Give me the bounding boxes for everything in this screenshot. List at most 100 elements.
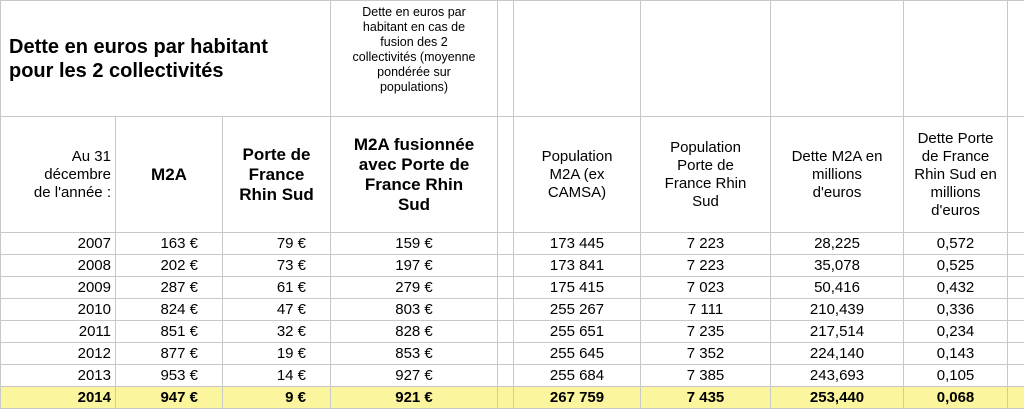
text-line: décembre [5,166,111,184]
text-line: avec Porte de [335,155,493,175]
data-cell: 255 645 [514,343,641,365]
data-cell: 927 € [331,365,498,387]
text-line: Porte de [227,145,326,165]
text-line: pour les 2 collectivités [9,59,326,83]
data-cell: 2014 [1,387,116,409]
data-cell: 224,140 [771,343,904,365]
data-cell: 0,572 [904,233,1008,255]
cell [1008,299,1024,321]
text-line: Porte de [645,157,766,175]
data-cell: 0,143 [904,343,1008,365]
text-line: pondérée sur [335,65,493,80]
data-cell: 7 352 [641,343,771,365]
data-cell: 2009 [1,277,116,299]
cell [1008,117,1024,233]
data-cell: 255 267 [514,299,641,321]
data-cell: 2008 [1,255,116,277]
data-cell: 50,416 [771,277,904,299]
data-cell: 7 435 [641,387,771,409]
cell [498,299,514,321]
text-line: Dette Porte [908,130,1003,148]
data-cell: 173 841 [514,255,641,277]
data-cell: 61 € [223,277,331,299]
text-line: de l'année : [5,184,111,202]
text-line: millions [908,184,1003,202]
data-cell: 28,225 [771,233,904,255]
data-cell: 828 € [331,321,498,343]
data-cell: 32 € [223,321,331,343]
text-line: Dette en euros par habitant [9,35,326,59]
text-line: collectivités (moyenne [335,50,493,65]
cell [1008,387,1024,409]
data-cell: 7 235 [641,321,771,343]
cell [498,117,514,233]
text-line: populations) [335,80,493,95]
data-cell: 0,336 [904,299,1008,321]
data-cell: 2007 [1,233,116,255]
text-line: Population [518,148,636,166]
data-cell: 0,234 [904,321,1008,343]
data-cell: 19 € [223,343,331,365]
cell [1008,277,1024,299]
cell [1008,343,1024,365]
data-cell: 175 415 [514,277,641,299]
data-cell: 197 € [331,255,498,277]
text-line: CAMSA) [518,184,636,202]
data-cell: 851 € [116,321,223,343]
data-cell: 9 € [223,387,331,409]
cell [498,387,514,409]
data-cell: 173 445 [514,233,641,255]
cell [1008,365,1024,387]
cell [641,1,771,117]
data-cell: 2012 [1,343,116,365]
data-cell: 202 € [116,255,223,277]
data-cell: 0,105 [904,365,1008,387]
text-line: habitant en cas de [335,20,493,35]
header-cell: M2A [116,117,223,233]
data-cell: 159 € [331,233,498,255]
data-cell: 953 € [116,365,223,387]
data-cell: 7 111 [641,299,771,321]
cell [1008,1,1024,117]
text-line: d'euros [908,202,1003,220]
data-cell: 217,514 [771,321,904,343]
text-line: M2A [120,165,218,185]
data-cell: 279 € [331,277,498,299]
data-cell: 255 651 [514,321,641,343]
text-line: France [227,165,326,185]
text-line: Au 31 [5,148,111,166]
text-line: fusion des 2 [335,35,493,50]
text-line: M2A fusionnée [335,135,493,155]
data-cell: 47 € [223,299,331,321]
data-cell: 921 € [331,387,498,409]
data-cell: 255 684 [514,365,641,387]
data-cell: 243,693 [771,365,904,387]
data-cell: 287 € [116,277,223,299]
text-line: France Rhin [335,175,493,195]
data-cell: 73 € [223,255,331,277]
text-line: Rhin Sud en [908,166,1003,184]
data-cell: 877 € [116,343,223,365]
text-line: d'euros [775,184,899,202]
text-line: Dette en euros par [335,5,493,20]
cell [514,1,641,117]
text-line: M2A (ex [518,166,636,184]
data-cell: 947 € [116,387,223,409]
data-cell: 267 759 [514,387,641,409]
